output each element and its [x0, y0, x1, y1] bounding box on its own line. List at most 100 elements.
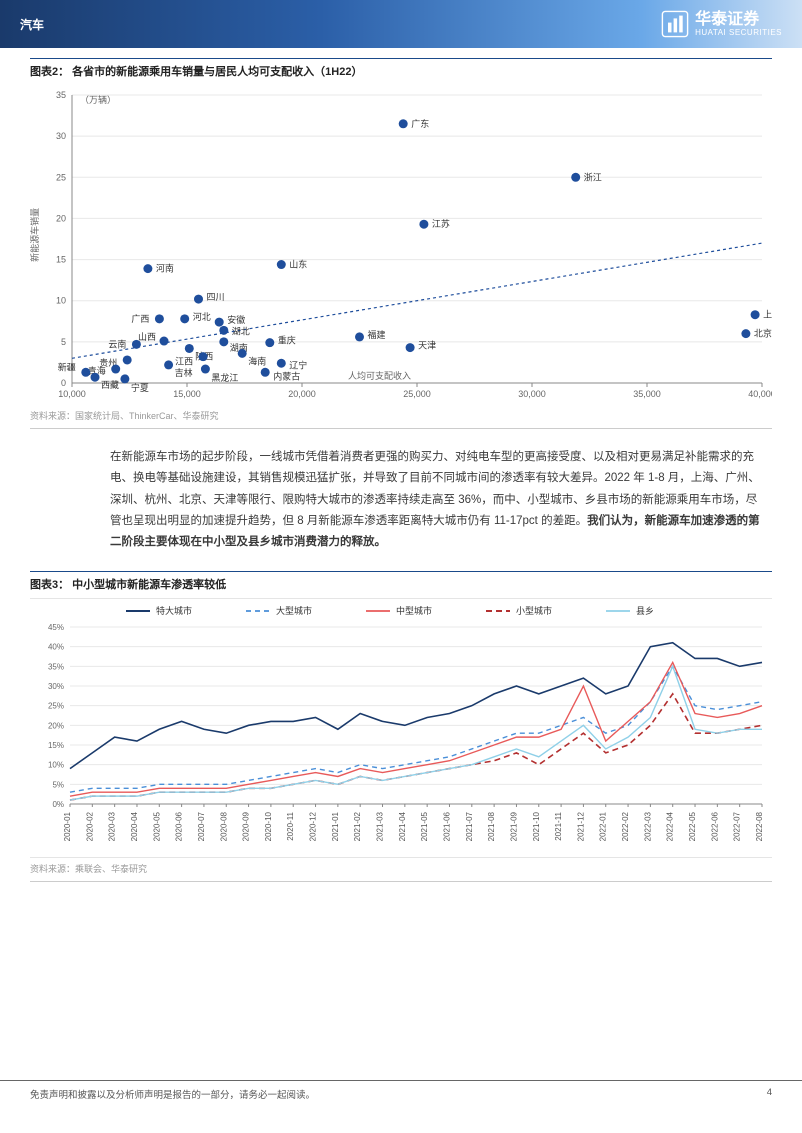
svg-text:广西: 广西 [131, 313, 149, 324]
svg-text:人均可支配收入: 人均可支配收入 [348, 370, 411, 381]
svg-text:西藏: 西藏 [101, 379, 119, 390]
svg-text:35%: 35% [48, 663, 64, 672]
svg-text:2022-01: 2022-01 [599, 812, 608, 842]
figure2-title: 图表2： 各省市的新能源乘用车销量与居民人均可支配收入（1H22） [30, 58, 772, 79]
svg-text:（万辆）: （万辆） [80, 94, 116, 105]
svg-text:江苏: 江苏 [432, 218, 450, 229]
svg-text:广东: 广东 [411, 118, 429, 129]
svg-text:2022-04: 2022-04 [666, 812, 675, 842]
svg-text:25: 25 [56, 172, 66, 182]
svg-text:2020-04: 2020-04 [130, 812, 139, 842]
svg-text:2021-12: 2021-12 [576, 812, 585, 842]
svg-text:重庆: 重庆 [278, 335, 296, 346]
svg-text:40%: 40% [48, 643, 64, 652]
figure2-chart: 0510152025303510,00015,00020,00025,00030… [30, 85, 772, 405]
svg-text:2020-02: 2020-02 [85, 812, 94, 842]
header-logo: 华泰证券 HUATAI SECURITIES [661, 10, 782, 38]
svg-text:山东: 山东 [289, 259, 307, 270]
svg-text:新疆: 新疆 [58, 361, 76, 372]
svg-text:小型城市: 小型城市 [516, 605, 552, 616]
svg-text:25%: 25% [48, 702, 64, 711]
figure3-chart: 0%5%10%15%20%25%30%35%40%45%2020-012020-… [30, 598, 772, 858]
svg-text:2021-07: 2021-07 [465, 812, 474, 842]
svg-text:20,000: 20,000 [288, 389, 316, 399]
svg-text:上海: 上海 [763, 309, 772, 320]
svg-text:30,000: 30,000 [518, 389, 546, 399]
svg-text:15: 15 [56, 255, 66, 265]
logo-company-en: HUATAI SECURITIES [695, 28, 782, 37]
svg-text:0%: 0% [52, 800, 64, 809]
svg-text:2021-11: 2021-11 [554, 812, 563, 841]
footer-page: 4 [767, 1087, 772, 1101]
logo-company-cn: 华泰证券 [695, 12, 782, 28]
svg-text:福建: 福建 [368, 329, 386, 340]
svg-text:2020-06: 2020-06 [175, 812, 184, 842]
svg-text:北京: 北京 [754, 328, 772, 339]
svg-text:25,000: 25,000 [403, 389, 431, 399]
svg-text:0: 0 [61, 378, 66, 388]
header-category: 汽车 [20, 16, 44, 33]
svg-text:5%: 5% [52, 781, 64, 790]
svg-text:县乡: 县乡 [636, 606, 654, 616]
svg-text:20%: 20% [48, 722, 64, 731]
page-header: 汽车 华泰证券 HUATAI SECURITIES [0, 0, 802, 48]
svg-text:云南: 云南 [108, 338, 126, 349]
svg-text:2020-10: 2020-10 [264, 812, 273, 842]
svg-text:河南: 河南 [156, 263, 174, 274]
svg-text:海南: 海南 [248, 355, 266, 366]
svg-text:15,000: 15,000 [173, 389, 201, 399]
svg-text:特大城市: 特大城市 [156, 605, 192, 616]
svg-text:吉林: 吉林 [175, 367, 193, 378]
svg-text:中型城市: 中型城市 [396, 605, 432, 616]
svg-text:2022-08: 2022-08 [755, 812, 764, 842]
svg-text:2020-12: 2020-12 [309, 812, 318, 842]
svg-text:辽宁: 辽宁 [289, 359, 307, 370]
svg-text:宁夏: 宁夏 [131, 382, 149, 393]
svg-text:5: 5 [61, 337, 66, 347]
svg-text:内蒙古: 内蒙古 [273, 370, 300, 381]
svg-text:2022-06: 2022-06 [710, 812, 719, 842]
svg-text:四川: 四川 [207, 292, 225, 302]
svg-text:10,000: 10,000 [58, 389, 86, 399]
svg-text:浙江: 浙江 [584, 171, 602, 182]
svg-text:2022-03: 2022-03 [643, 812, 652, 842]
logo-icon [661, 10, 689, 38]
svg-text:安徽: 安徽 [227, 314, 245, 325]
svg-text:2021-09: 2021-09 [509, 812, 518, 842]
svg-text:2020-08: 2020-08 [219, 812, 228, 842]
svg-text:30%: 30% [48, 682, 64, 691]
svg-text:20: 20 [56, 213, 66, 223]
svg-text:山西: 山西 [138, 332, 156, 342]
svg-text:15%: 15% [48, 741, 64, 750]
svg-text:45%: 45% [48, 623, 64, 632]
svg-text:2021-04: 2021-04 [398, 812, 407, 842]
svg-text:2020-11: 2020-11 [286, 812, 295, 841]
body-paragraph: 在新能源车市场的起步阶段，一线城市凭借着消费者更强的购买力、对纯电车型的更高接受… [30, 447, 772, 553]
svg-text:10: 10 [56, 296, 66, 306]
footer-disclaimer: 免责声明和披露以及分析师声明是报告的一部分，请务必一起阅读。 [30, 1087, 315, 1101]
svg-text:2021-02: 2021-02 [353, 812, 362, 842]
figure3-title: 图表3： 中小型城市新能源车渗透率较低 [30, 571, 772, 592]
page-footer: 免责声明和披露以及分析师声明是报告的一部分，请务必一起阅读。 4 [0, 1080, 802, 1107]
svg-text:35,000: 35,000 [633, 389, 661, 399]
svg-text:2021-05: 2021-05 [420, 812, 429, 842]
svg-text:黑龙江: 黑龙江 [211, 372, 238, 383]
svg-text:35: 35 [56, 90, 66, 100]
svg-text:2020-09: 2020-09 [242, 812, 251, 842]
svg-text:2022-07: 2022-07 [733, 812, 742, 842]
svg-text:40,000: 40,000 [748, 389, 772, 399]
svg-text:2020-05: 2020-05 [152, 812, 161, 842]
svg-text:2021-10: 2021-10 [532, 812, 541, 842]
figure3-source: 资料来源：乘联会、华泰研究 [30, 862, 772, 882]
svg-text:江西: 江西 [175, 357, 193, 367]
svg-text:湖北: 湖北 [232, 326, 250, 336]
svg-text:2021-08: 2021-08 [487, 812, 496, 842]
svg-text:天津: 天津 [418, 341, 436, 351]
svg-text:2021-01: 2021-01 [331, 812, 340, 842]
svg-text:2021-06: 2021-06 [442, 812, 451, 842]
svg-text:10%: 10% [48, 761, 64, 770]
svg-text:2020-07: 2020-07 [197, 812, 206, 842]
svg-text:河北: 河北 [193, 311, 211, 322]
svg-text:大型城市: 大型城市 [276, 605, 312, 616]
svg-text:2022-05: 2022-05 [688, 812, 697, 842]
